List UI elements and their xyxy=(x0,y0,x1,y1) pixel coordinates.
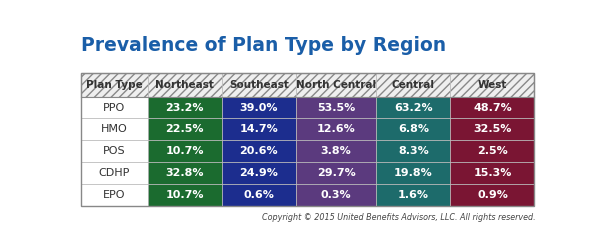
Text: 3.8%: 3.8% xyxy=(321,146,352,156)
Text: 1.6%: 1.6% xyxy=(398,190,429,200)
Bar xyxy=(296,140,376,162)
Text: 15.3%: 15.3% xyxy=(473,168,512,178)
Bar xyxy=(80,96,148,118)
Text: 6.8%: 6.8% xyxy=(398,124,429,134)
Text: HMO: HMO xyxy=(101,124,128,134)
Bar xyxy=(451,184,535,206)
Bar xyxy=(376,140,451,162)
Bar xyxy=(296,162,376,184)
Bar xyxy=(376,184,451,206)
Bar xyxy=(451,118,535,141)
Bar xyxy=(222,96,296,118)
Text: 53.5%: 53.5% xyxy=(317,102,355,113)
Text: 32.5%: 32.5% xyxy=(473,124,512,134)
Bar xyxy=(451,162,535,184)
Text: 0.3%: 0.3% xyxy=(321,190,352,200)
Text: 20.6%: 20.6% xyxy=(239,146,278,156)
Text: 14.7%: 14.7% xyxy=(239,124,278,134)
Text: Central: Central xyxy=(392,80,435,90)
Bar xyxy=(222,140,296,162)
Bar xyxy=(80,73,535,96)
Text: 22.5%: 22.5% xyxy=(166,124,204,134)
Text: 48.7%: 48.7% xyxy=(473,102,512,113)
Bar xyxy=(376,118,451,141)
Bar xyxy=(80,140,148,162)
Bar xyxy=(222,118,296,141)
Bar xyxy=(296,118,376,141)
Text: 39.0%: 39.0% xyxy=(239,102,278,113)
Text: 10.7%: 10.7% xyxy=(166,190,204,200)
Text: Prevalence of Plan Type by Region: Prevalence of Plan Type by Region xyxy=(80,36,446,55)
Bar xyxy=(148,96,222,118)
Bar xyxy=(296,184,376,206)
Text: 63.2%: 63.2% xyxy=(394,102,433,113)
Text: Plan Type: Plan Type xyxy=(86,80,143,90)
Text: Southeast: Southeast xyxy=(229,80,289,90)
Text: POS: POS xyxy=(103,146,125,156)
Bar xyxy=(376,162,451,184)
Text: 8.3%: 8.3% xyxy=(398,146,429,156)
Text: West: West xyxy=(478,80,507,90)
Text: 19.8%: 19.8% xyxy=(394,168,433,178)
Text: PPO: PPO xyxy=(103,102,125,113)
Bar xyxy=(296,96,376,118)
Bar xyxy=(80,184,148,206)
Text: Copyright © 2015 United Benefits Advisors, LLC. All rights reserved.: Copyright © 2015 United Benefits Advisor… xyxy=(262,212,535,222)
Bar xyxy=(80,162,148,184)
Text: EPO: EPO xyxy=(103,190,125,200)
Text: Northeast: Northeast xyxy=(155,80,214,90)
Text: 10.7%: 10.7% xyxy=(166,146,204,156)
Text: 23.2%: 23.2% xyxy=(166,102,204,113)
Bar xyxy=(451,140,535,162)
Bar xyxy=(451,96,535,118)
Text: 0.6%: 0.6% xyxy=(243,190,274,200)
Bar xyxy=(148,140,222,162)
Bar xyxy=(222,184,296,206)
Bar xyxy=(148,162,222,184)
Bar xyxy=(80,73,535,206)
Text: 29.7%: 29.7% xyxy=(317,168,355,178)
Text: 24.9%: 24.9% xyxy=(239,168,278,178)
Bar xyxy=(148,184,222,206)
Bar xyxy=(148,118,222,141)
Bar xyxy=(222,162,296,184)
Text: North Central: North Central xyxy=(296,80,376,90)
Text: 12.6%: 12.6% xyxy=(317,124,355,134)
Text: 0.9%: 0.9% xyxy=(477,190,508,200)
Text: CDHP: CDHP xyxy=(98,168,130,178)
Text: 2.5%: 2.5% xyxy=(477,146,508,156)
Bar xyxy=(376,96,451,118)
Text: 32.8%: 32.8% xyxy=(166,168,204,178)
Bar xyxy=(80,118,148,141)
